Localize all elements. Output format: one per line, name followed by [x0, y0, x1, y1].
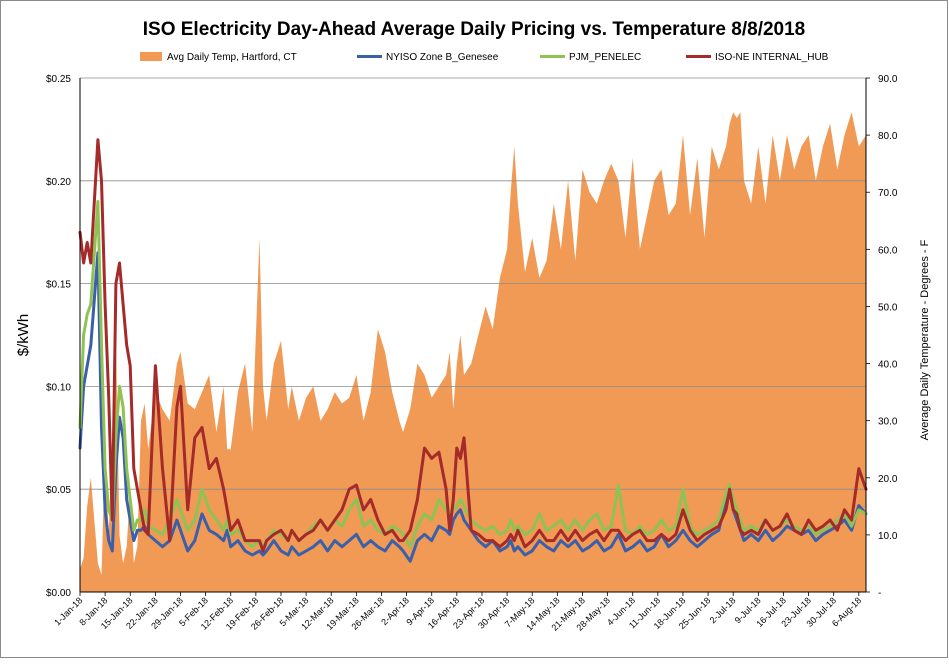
y-tick-label: $0.00: [46, 588, 71, 599]
y2-tick-label: 80.0: [878, 131, 898, 142]
y2-axis-label: Average Daily Temperature - Degrees - F: [919, 239, 931, 440]
y2-tick-label: 90.0: [878, 74, 898, 85]
y-tick-label: $0.05: [46, 485, 71, 496]
legend-label-2: PJM_PENELEC: [569, 52, 641, 63]
y-axis-label: $/kWh: [15, 314, 32, 357]
y2-tick-label: 10.0: [878, 531, 898, 542]
y-tick-label: $0.20: [46, 177, 71, 188]
y2-tick-label: 60.0: [878, 245, 898, 256]
series-area-0: [80, 112, 866, 593]
legend-label-0: Avg Daily Temp, Hartford, CT: [167, 52, 297, 63]
legend-swatch-0: [140, 52, 162, 61]
y2-tick-label: -: [878, 588, 881, 599]
y2-tick-label: 40.0: [878, 360, 898, 371]
y2-tick-label: 70.0: [878, 188, 898, 199]
y-tick-label: $0.25: [46, 74, 71, 85]
legend: Avg Daily Temp, Hartford, CT NYISO Zone B…: [140, 52, 829, 63]
legend-label-1: NYISO Zone B_Genesee: [386, 52, 499, 63]
y2-tick-label: 50.0: [878, 302, 898, 313]
y2-tick-label: 20.0: [878, 474, 898, 485]
y2-tick-label: 30.0: [878, 417, 898, 428]
chart-title: ISO Electricity Day-Ahead Average Daily …: [143, 19, 806, 40]
plot-area: $0.00 $0.05 $0.10 $0.15 $0.20 $0.25 - 10.0 20.0 3…: [46, 74, 898, 633]
legend-label-3: ISO-NE INTERNAL_HUB: [715, 52, 829, 63]
y-tick-label: $0.10: [46, 382, 71, 393]
y-tick-label: $0.15: [46, 280, 71, 291]
series-line-3: [78, 138, 868, 553]
